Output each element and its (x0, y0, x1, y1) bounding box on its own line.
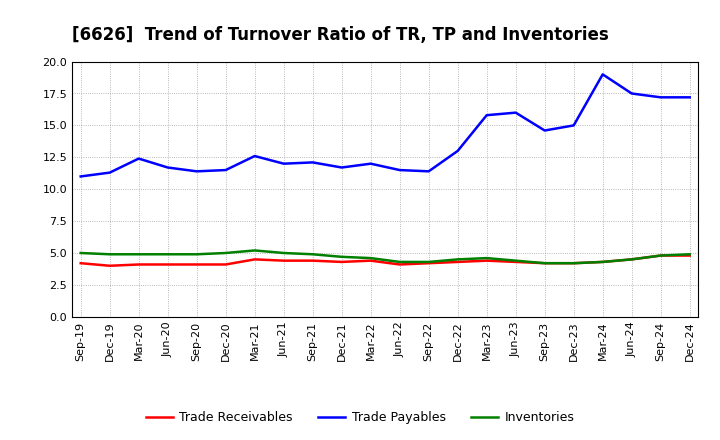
Trade Receivables (338, 259, 346, 264)
Inventories (192, 252, 201, 257)
Inventories (685, 252, 694, 257)
Trade Payables (338, 165, 346, 170)
Trade Payables (395, 167, 404, 172)
Trade Payables (76, 174, 85, 179)
Trade Payables (221, 167, 230, 172)
Trade Receivables (541, 260, 549, 266)
Inventories (424, 259, 433, 264)
Trade Receivables (685, 253, 694, 258)
Inventories (338, 254, 346, 260)
Inventories (105, 252, 114, 257)
Trade Receivables (424, 260, 433, 266)
Inventories (657, 253, 665, 258)
Legend: Trade Receivables, Trade Payables, Inventories: Trade Receivables, Trade Payables, Inven… (140, 407, 580, 429)
Inventories (511, 258, 520, 263)
Trade Receivables (627, 257, 636, 262)
Trade Payables (366, 161, 375, 166)
Inventories (221, 250, 230, 256)
Trade Payables (511, 110, 520, 115)
Inventories (454, 257, 462, 262)
Trade Payables (251, 154, 259, 159)
Trade Payables (627, 91, 636, 96)
Trade Receivables (598, 259, 607, 264)
Inventories (279, 250, 288, 256)
Trade Receivables (482, 258, 491, 263)
Inventories (366, 256, 375, 261)
Trade Payables (279, 161, 288, 166)
Line: Trade Receivables: Trade Receivables (81, 256, 690, 266)
Trade Receivables (221, 262, 230, 267)
Trade Payables (482, 113, 491, 118)
Inventories (251, 248, 259, 253)
Trade Receivables (570, 260, 578, 266)
Inventories (482, 256, 491, 261)
Inventories (541, 260, 549, 266)
Inventories (163, 252, 172, 257)
Trade Payables (105, 170, 114, 175)
Trade Payables (541, 128, 549, 133)
Trade Payables (192, 169, 201, 174)
Trade Receivables (454, 259, 462, 264)
Trade Receivables (192, 262, 201, 267)
Trade Receivables (657, 253, 665, 258)
Trade Payables (163, 165, 172, 170)
Trade Payables (598, 72, 607, 77)
Trade Payables (424, 169, 433, 174)
Trade Receivables (366, 258, 375, 263)
Trade Payables (135, 156, 143, 161)
Inventories (570, 260, 578, 266)
Trade Receivables (395, 262, 404, 267)
Text: [6626]  Trend of Turnover Ratio of TR, TP and Inventories: [6626] Trend of Turnover Ratio of TR, TP… (72, 26, 608, 44)
Trade Receivables (135, 262, 143, 267)
Trade Receivables (251, 257, 259, 262)
Trade Payables (454, 148, 462, 154)
Trade Payables (657, 95, 665, 100)
Trade Payables (570, 123, 578, 128)
Line: Trade Payables: Trade Payables (81, 74, 690, 176)
Trade Receivables (511, 259, 520, 264)
Inventories (395, 259, 404, 264)
Trade Receivables (105, 263, 114, 268)
Inventories (135, 252, 143, 257)
Inventories (627, 257, 636, 262)
Inventories (598, 259, 607, 264)
Trade Receivables (308, 258, 317, 263)
Trade Receivables (76, 260, 85, 266)
Inventories (76, 250, 85, 256)
Trade Payables (308, 160, 317, 165)
Trade Receivables (279, 258, 288, 263)
Trade Receivables (163, 262, 172, 267)
Inventories (308, 252, 317, 257)
Line: Inventories: Inventories (81, 250, 690, 263)
Trade Payables (685, 95, 694, 100)
